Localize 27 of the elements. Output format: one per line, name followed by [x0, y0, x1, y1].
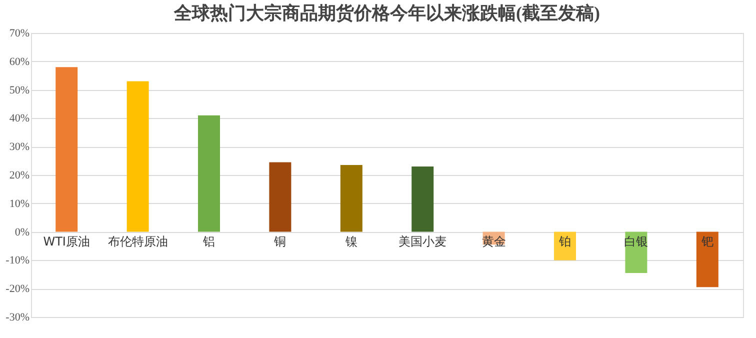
x-tick-label: 铂: [558, 234, 571, 248]
y-tick-label: 20%: [9, 170, 30, 182]
bar: [269, 162, 292, 232]
x-tick-label: 铝: [202, 234, 215, 248]
x-tick-label: 铜: [273, 234, 286, 248]
bar: [412, 166, 434, 232]
y-tick-label: 60%: [9, 56, 30, 68]
y-tick-label: 50%: [9, 84, 30, 96]
y-tick-label: 70%: [9, 28, 30, 40]
x-tick-label: WTI原油: [43, 234, 90, 248]
x-tick-label: 钯: [700, 234, 714, 248]
bar: [126, 81, 149, 232]
y-tick-label: 10%: [9, 198, 30, 210]
y-tick-label: 40%: [9, 112, 30, 125]
bar: [696, 232, 718, 288]
chart-title: 全球热门大宗商品期货价格今年以来涨跌幅(截至发稿): [173, 3, 600, 23]
y-tick-label: -30%: [6, 312, 30, 324]
y-tick-label: 0%: [14, 226, 30, 238]
x-tick-label: 美国小麦: [398, 234, 447, 248]
x-tick-label: 镍: [344, 234, 358, 248]
y-tick-label: 30%: [9, 141, 30, 154]
x-tick-label: 布伦特原油: [108, 234, 168, 248]
y-tick-label: -20%: [6, 283, 30, 296]
bar: [198, 115, 220, 232]
y-tick-label: -10%: [6, 254, 30, 267]
bar: [56, 67, 78, 232]
bar: [340, 165, 362, 232]
